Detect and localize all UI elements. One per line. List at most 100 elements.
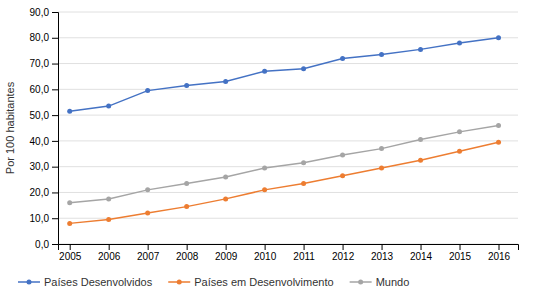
tick-label: 10,0 <box>30 213 50 224</box>
tick-mark <box>52 218 58 219</box>
tick-label: 60,0 <box>30 84 50 95</box>
point <box>496 35 501 40</box>
tick-label: 2007 <box>137 251 160 262</box>
tick-mark <box>187 244 188 250</box>
tick-mark <box>52 12 58 13</box>
point <box>496 140 501 145</box>
y-axis-title: Por 100 habitantes <box>4 81 16 174</box>
tick: 80,0 <box>30 32 58 43</box>
grid-line <box>58 115 518 116</box>
point <box>457 40 462 45</box>
tick: 20,0 <box>30 187 58 198</box>
legend-marker <box>177 280 182 285</box>
legend-item: Mundo <box>350 276 410 288</box>
point <box>67 109 72 114</box>
tick-mark <box>460 244 461 250</box>
tick: 2008 <box>176 244 199 262</box>
point <box>379 146 384 151</box>
tick-label: 90,0 <box>30 7 50 18</box>
point <box>301 160 306 165</box>
grid-line <box>58 37 518 38</box>
grid-line <box>58 63 518 64</box>
markers <box>67 140 501 226</box>
tick: 90,0 <box>30 7 58 18</box>
point <box>145 88 150 93</box>
grid-line <box>58 12 518 13</box>
legend-label: Países em Desenvolvimento <box>194 276 333 288</box>
tick: 50,0 <box>30 110 58 121</box>
tick-label: 2013 <box>371 251 394 262</box>
tick-mark <box>265 244 266 250</box>
tick-label: 70,0 <box>30 58 50 69</box>
point <box>184 204 189 209</box>
tick: 2012 <box>332 244 355 262</box>
tick-label: 2008 <box>176 251 199 262</box>
line <box>70 38 499 111</box>
markers <box>67 123 501 205</box>
y-axis: 0,010,020,030,040,050,060,070,080,090,0 <box>30 7 59 250</box>
point <box>223 79 228 84</box>
tick-mark <box>421 244 422 250</box>
tick-label: 2014 <box>410 251 433 262</box>
tick-mark <box>52 192 58 193</box>
grid-line <box>58 218 518 219</box>
tick: 2010 <box>254 244 277 262</box>
legend-label: Países Desenvolvidos <box>44 276 153 288</box>
grid-line <box>58 140 518 141</box>
tick-label: 80,0 <box>30 32 50 43</box>
point <box>106 104 111 109</box>
point <box>262 187 267 192</box>
point <box>418 137 423 142</box>
tick: 2006 <box>98 244 121 262</box>
axis-line <box>52 13 59 245</box>
markers <box>67 35 501 113</box>
point <box>340 173 345 178</box>
point <box>223 174 228 179</box>
tick-mark <box>52 141 58 142</box>
point <box>262 165 267 170</box>
grid <box>58 12 518 244</box>
tick-mark <box>70 244 71 250</box>
legend-item: Países em Desenvolvimento <box>168 276 333 288</box>
tick: 10,0 <box>30 213 58 224</box>
grid-line <box>58 192 518 193</box>
line <box>70 125 499 202</box>
chart: 0,010,020,030,040,050,060,070,080,090,02… <box>0 0 534 296</box>
legend-marker <box>358 280 363 285</box>
tick-label: 2015 <box>449 251 472 262</box>
x-axis: 2005200620072008200920102011201220132014… <box>59 244 519 262</box>
point <box>379 52 384 57</box>
point <box>301 181 306 186</box>
tick: 60,0 <box>30 84 58 95</box>
legend-marker <box>27 280 32 285</box>
tick-label: 0,0 <box>35 239 49 250</box>
tick-label: 2016 <box>488 251 511 262</box>
tick-label: 2005 <box>59 251 82 262</box>
point <box>184 83 189 88</box>
tick-mark <box>148 244 149 250</box>
tick-label: 40,0 <box>30 136 50 147</box>
axis-line <box>59 245 519 251</box>
point <box>418 47 423 52</box>
grid-line <box>58 89 518 90</box>
marks <box>67 35 501 226</box>
tick-mark <box>382 244 383 250</box>
tick-label: 50,0 <box>30 110 50 121</box>
legend-item: Países Desenvolvidos <box>18 276 153 288</box>
legend: Países Desenvolvidos Países em Desenvolvi… <box>18 276 409 288</box>
tick: 0,0 <box>35 239 58 250</box>
point <box>340 153 345 158</box>
tick-label: 2009 <box>215 251 238 262</box>
line <box>70 142 499 223</box>
point <box>145 187 150 192</box>
point <box>301 66 306 71</box>
tick-mark <box>52 115 58 116</box>
tick-mark <box>109 244 110 250</box>
point <box>184 181 189 186</box>
legend-label: Mundo <box>376 276 410 288</box>
point <box>340 56 345 61</box>
tick-mark <box>52 38 58 39</box>
point <box>223 196 228 201</box>
point <box>106 196 111 201</box>
tick-mark <box>304 244 305 250</box>
